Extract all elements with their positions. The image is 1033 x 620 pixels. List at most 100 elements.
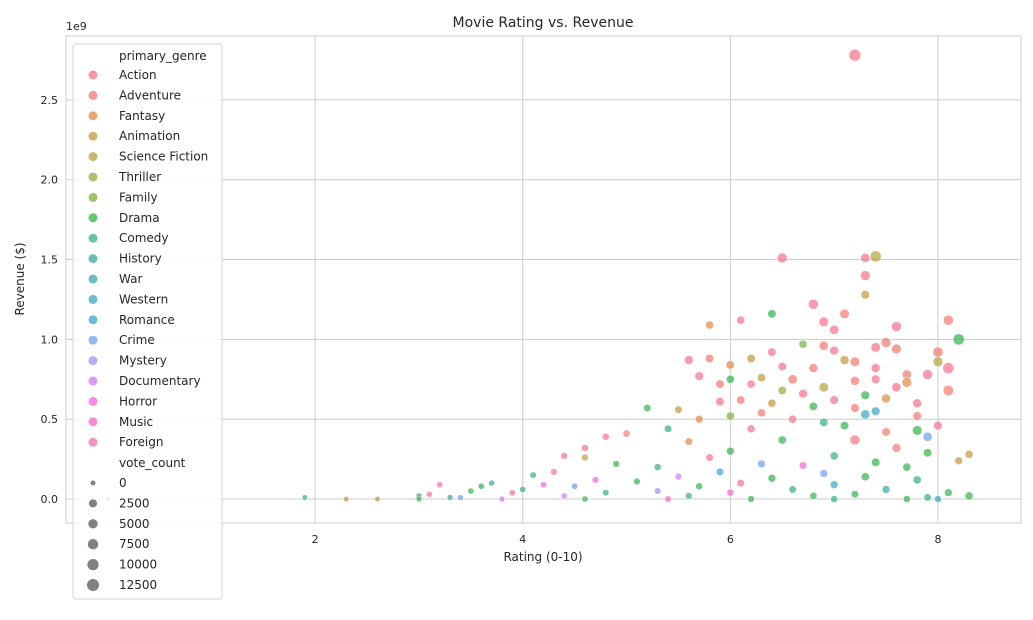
- data-point: [529, 471, 537, 479]
- data-point: [870, 363, 881, 373]
- data-point: [726, 411, 735, 421]
- data-point: [343, 496, 350, 503]
- legend-genre-marker: [88, 376, 98, 386]
- data-point: [374, 496, 381, 503]
- legend-genre-label: Crime: [119, 333, 155, 347]
- data-point: [902, 495, 911, 503]
- data-point: [891, 382, 902, 393]
- legend-genre-marker: [88, 417, 98, 427]
- legend-hue-title: primary_genre: [119, 49, 207, 63]
- data-point: [477, 482, 485, 490]
- y-tick-label: 1.5: [41, 254, 59, 267]
- legend-genre-label: Comedy: [119, 231, 169, 245]
- legend-size-marker: [88, 519, 98, 529]
- data-point: [830, 480, 839, 489]
- legend-genre-marker: [88, 172, 98, 182]
- data-point: [674, 405, 683, 414]
- legend-genre-label: History: [119, 252, 162, 266]
- data-point: [860, 390, 870, 400]
- legend-genre-label: Western: [119, 292, 168, 306]
- plot-frame: [65, 35, 1022, 524]
- y-axis-label: Revenue ($): [13, 242, 27, 315]
- data-point: [674, 473, 683, 481]
- data-point: [808, 401, 818, 411]
- data-point: [871, 374, 881, 384]
- data-point: [860, 290, 870, 300]
- data-point: [757, 459, 766, 469]
- legend-size-entries: 0 2500 5000 7500 10000 12500: [87, 476, 157, 592]
- data-point: [757, 408, 766, 418]
- data-point: [736, 479, 745, 488]
- data-point: [767, 309, 777, 319]
- legend-genre-marker: [88, 254, 98, 264]
- data-point: [654, 487, 662, 495]
- data-point: [902, 462, 912, 472]
- legend-genre-marker: [88, 396, 98, 406]
- data-point: [694, 371, 704, 381]
- data-point: [922, 369, 933, 380]
- legend-genre-marker: [88, 437, 98, 447]
- data-point: [653, 463, 662, 471]
- data-point: [964, 450, 974, 459]
- legend-genre-marker: [88, 70, 98, 80]
- data-point: [829, 345, 839, 356]
- legend-genre-label: War: [119, 272, 142, 286]
- data-point: [715, 397, 725, 407]
- data-point: [664, 424, 673, 433]
- data-point: [799, 461, 807, 470]
- legend-size-marker: [88, 499, 98, 508]
- data-point: [560, 452, 568, 460]
- data-point: [944, 488, 953, 497]
- y-tick-label: 2.0: [41, 174, 59, 187]
- data-point: [602, 433, 610, 441]
- data-point: [840, 421, 849, 431]
- data-point: [809, 492, 818, 500]
- data-point: [767, 347, 777, 357]
- data-point: [829, 395, 839, 405]
- data-point: [922, 431, 933, 442]
- data-point: [860, 409, 871, 420]
- legend-genre-marker: [88, 131, 98, 141]
- data-point: [725, 360, 735, 370]
- data-point: [684, 437, 693, 446]
- data-point: [798, 339, 808, 349]
- data-point: [912, 425, 923, 436]
- data-point: [643, 404, 652, 412]
- legend-genre-label: Music: [119, 415, 153, 429]
- legend-genre-label: Family: [119, 190, 158, 204]
- data-point: [829, 451, 839, 461]
- data-point: [798, 389, 808, 399]
- data-point: [881, 485, 891, 494]
- legend-genre-label: Drama: [119, 211, 160, 225]
- data-point: [942, 385, 954, 396]
- data-point: [923, 493, 932, 502]
- data-point: [880, 337, 892, 348]
- legend-genre-label: Science Fiction: [119, 150, 208, 164]
- data-point: [848, 48, 862, 62]
- x-tick-label: 4: [519, 533, 526, 546]
- data-point: [746, 379, 756, 389]
- x-tick-label: 2: [312, 533, 319, 546]
- data-point: [664, 495, 672, 503]
- legend-box: [72, 43, 223, 600]
- data-point: [581, 453, 589, 462]
- legend-size-marker: [87, 538, 99, 550]
- data-point: [923, 448, 933, 458]
- data-point: [777, 252, 788, 264]
- x-axis-label: Rating (0-10): [503, 550, 582, 564]
- legend-genre-label: Adventure: [119, 88, 181, 102]
- data-point: [684, 355, 694, 365]
- legend-genre-marker: [88, 111, 98, 121]
- x-tick-label: 6: [727, 533, 734, 546]
- legend-genre-marker: [88, 213, 98, 223]
- data-point: [901, 377, 912, 388]
- y-tick-label: 0.0: [41, 493, 59, 506]
- data-point: [467, 487, 475, 495]
- data-point: [777, 435, 787, 445]
- data-point: [767, 474, 777, 483]
- legend-genre-marker: [88, 335, 98, 345]
- legend-size-title: vote_count: [119, 456, 186, 470]
- data-point: [818, 382, 829, 393]
- x-axis-ticks: 2 4 6 8: [312, 533, 942, 546]
